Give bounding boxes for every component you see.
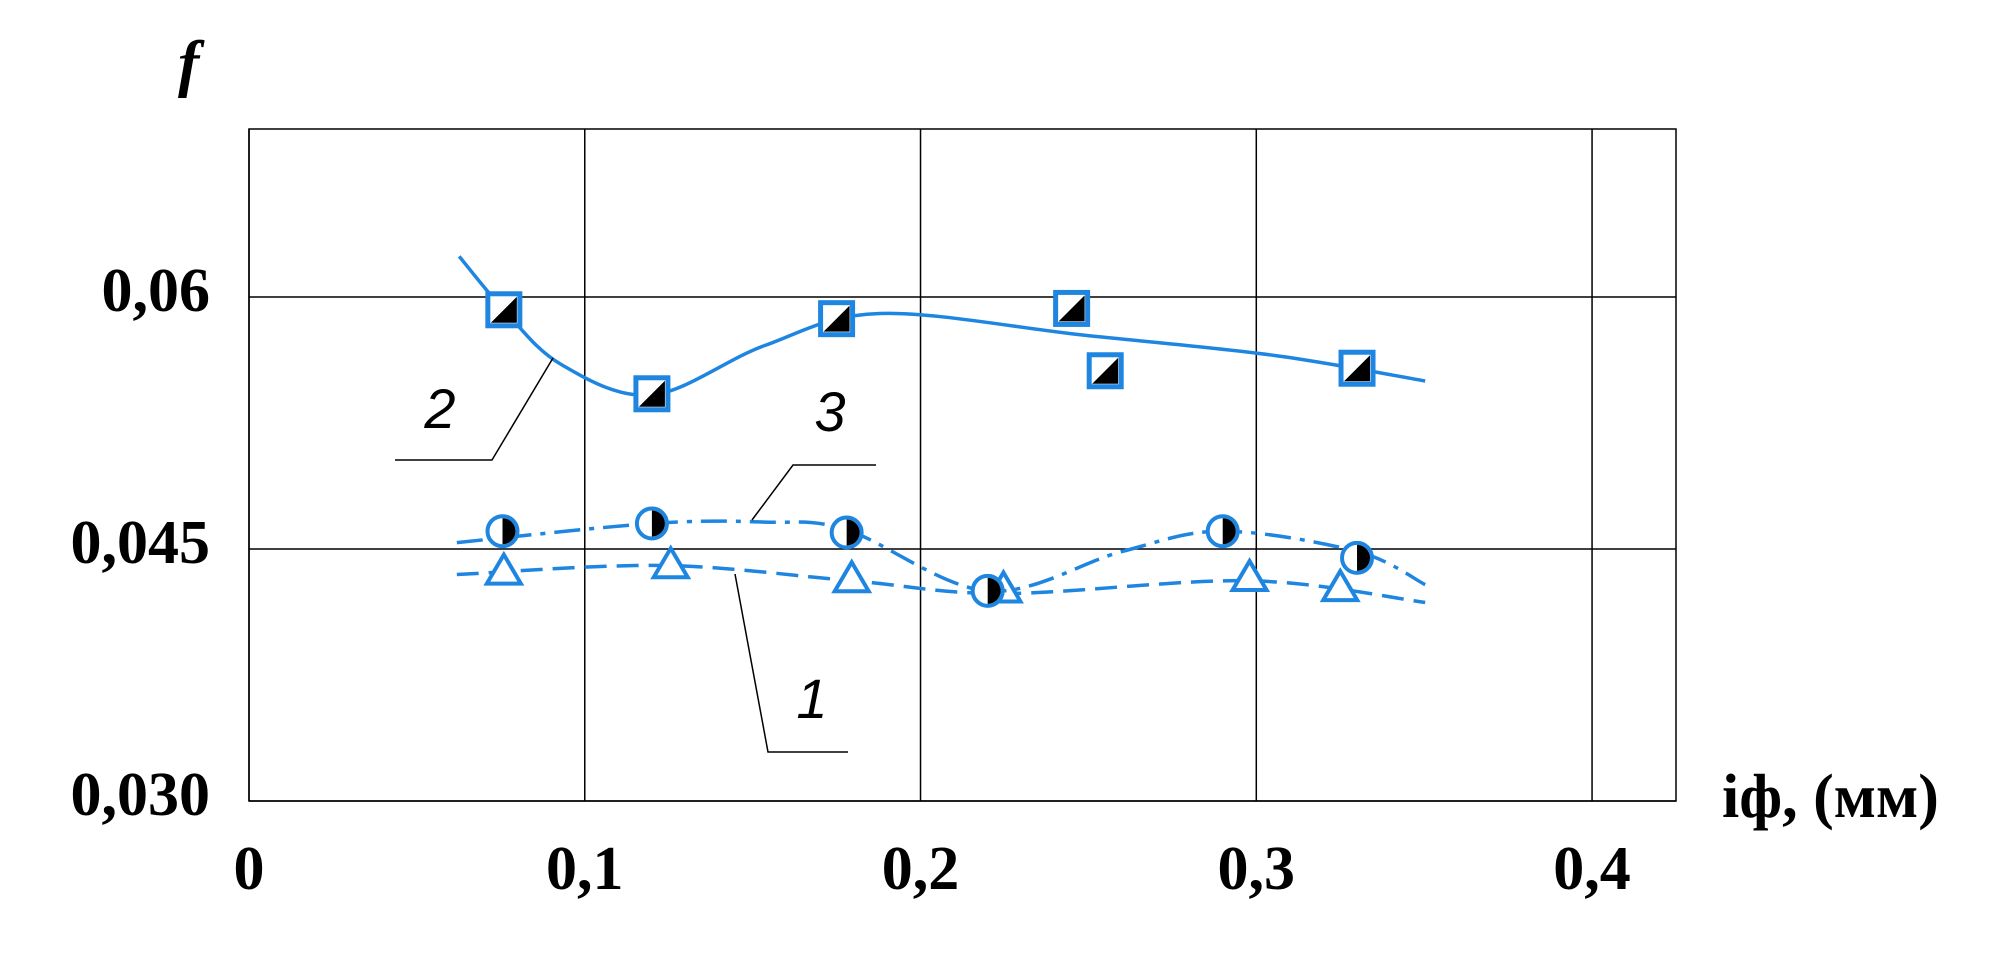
marker-fill bbox=[1058, 295, 1085, 322]
data-point bbox=[650, 544, 692, 580]
marker-body bbox=[483, 550, 525, 586]
marker-body bbox=[1319, 567, 1361, 603]
data-point bbox=[818, 300, 856, 338]
leader-line bbox=[734, 573, 848, 753]
marker-fill bbox=[502, 518, 516, 545]
x-tick-label: 0,3 bbox=[1218, 835, 1296, 903]
data-point bbox=[1340, 540, 1375, 575]
data-point bbox=[1338, 349, 1376, 387]
data-point bbox=[970, 573, 1005, 608]
data-point bbox=[483, 550, 525, 586]
data-point bbox=[1319, 567, 1361, 603]
series-label: 1 bbox=[796, 667, 827, 730]
marker-fill bbox=[490, 296, 517, 323]
marker-body bbox=[831, 558, 873, 594]
x-tick-label: 0,2 bbox=[882, 835, 960, 903]
fit-curve bbox=[456, 519, 1426, 593]
plot-frame bbox=[248, 128, 1677, 802]
data-point bbox=[829, 515, 864, 550]
series-label: 2 bbox=[423, 377, 455, 440]
fit-curve bbox=[457, 255, 1426, 398]
marker-fill bbox=[846, 519, 860, 546]
leader-line bbox=[395, 357, 554, 461]
data-point bbox=[1053, 289, 1091, 327]
data-point bbox=[485, 291, 523, 329]
data-point bbox=[1205, 514, 1240, 549]
marker-fill bbox=[638, 380, 665, 407]
leader-line bbox=[751, 464, 876, 521]
x-tick-label: 0 bbox=[234, 835, 265, 903]
fit-curve bbox=[456, 563, 1426, 605]
x-tick-label: 0,1 bbox=[546, 835, 624, 903]
marker-fill bbox=[1357, 544, 1371, 571]
marker-fill bbox=[1222, 518, 1236, 545]
marker-fill bbox=[1344, 355, 1371, 382]
y-tick-label: 0,06 bbox=[102, 257, 211, 325]
x-tick-label: 0,4 bbox=[1553, 835, 1631, 903]
data-point bbox=[831, 558, 873, 594]
data-point bbox=[1086, 352, 1124, 390]
marker-fill bbox=[1092, 357, 1119, 384]
data-point bbox=[634, 506, 669, 541]
marker-body bbox=[650, 544, 692, 580]
y-tick-label: 0,045 bbox=[71, 509, 211, 577]
series-label: 3 bbox=[814, 380, 845, 443]
marker-fill bbox=[651, 510, 665, 537]
marker-fill bbox=[987, 577, 1001, 604]
y-axis-label: f bbox=[178, 28, 205, 99]
marker-body bbox=[1229, 557, 1271, 593]
data-point bbox=[633, 375, 671, 413]
y-tick-label: 0,030 bbox=[71, 761, 211, 829]
x-axis-label: iф, (мм) bbox=[1722, 763, 1939, 831]
marker-fill bbox=[823, 305, 850, 332]
data-point bbox=[485, 514, 520, 549]
data-point bbox=[1229, 557, 1271, 593]
